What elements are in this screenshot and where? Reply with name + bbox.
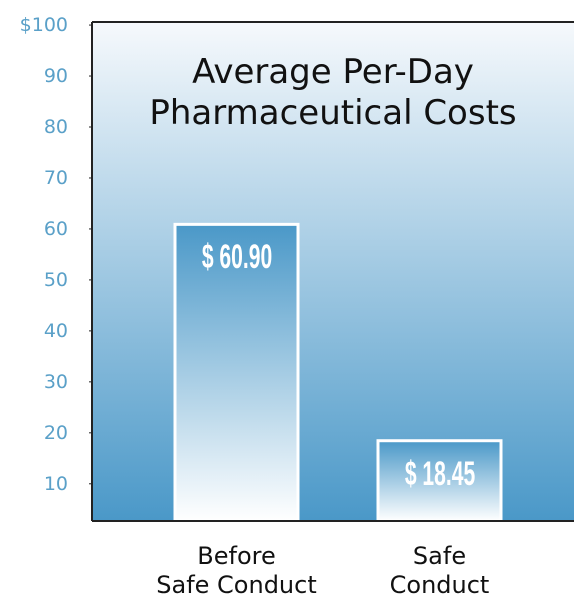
plot-background (92, 22, 574, 521)
y-tick-label: 80 (43, 115, 68, 138)
value-label: $ 60.90 (201, 238, 272, 277)
x-tick-label: Safe Conduct (389, 542, 490, 599)
y-tick-label: 70 (43, 166, 68, 189)
bar (173, 222, 300, 523)
y-tick-label: 50 (43, 268, 68, 291)
chart-title: Average Per-Day Pharmaceutical Costs (149, 52, 517, 133)
y-tick-label: 40 (43, 319, 68, 342)
y-tick-label: 60 (43, 217, 68, 240)
y-tick-label: 90 (43, 65, 68, 88)
x-tick-label: Before Safe Conduct (156, 542, 317, 599)
y-tick-label: $100 (19, 14, 68, 37)
value-label: $ 18.45 (404, 454, 475, 493)
y-tick-label: 10 (43, 472, 68, 495)
y-tick-label: 20 (43, 421, 68, 444)
y-tick-label: 30 (43, 370, 68, 393)
